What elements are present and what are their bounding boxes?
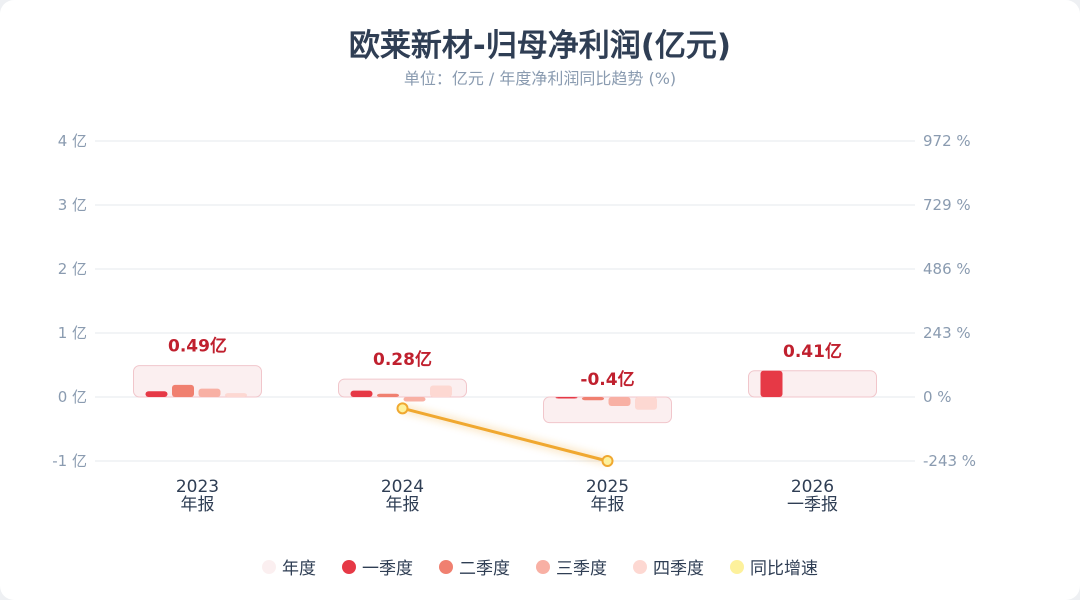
- y-left-tick-label: 3 亿: [58, 196, 87, 214]
- quarter-bar: [635, 397, 657, 410]
- legend-label: 同比增速: [750, 559, 818, 579]
- quarter-bar: [403, 397, 426, 402]
- x-tick-sublabel: 年报: [181, 495, 215, 515]
- legend-label: 一季度: [362, 559, 413, 579]
- quarter-bar: [582, 397, 604, 401]
- x-tick-label: 2026: [791, 477, 834, 497]
- legend-item[interactable]: 四季度: [633, 554, 704, 579]
- annual-bar: [133, 365, 262, 398]
- y-left-tick-label: 1 亿: [58, 324, 87, 342]
- legend-marker: [262, 559, 276, 574]
- legend-label: 年度: [282, 559, 316, 579]
- chart-subtitle: 单位：亿元 / 年度净利润同比趋势 (%): [403, 69, 677, 88]
- legend-label: 二季度: [459, 559, 510, 579]
- quarter-bar: [555, 397, 578, 399]
- annual-value-label: 0.41亿: [783, 341, 842, 362]
- y-right-tick-label: 0 %: [923, 388, 952, 406]
- annual-value-label: -0.4亿: [580, 369, 634, 390]
- x-tick-sublabel: 一季报: [787, 495, 838, 515]
- x-tick-label: 2023: [176, 477, 219, 497]
- legend-marker: [536, 559, 550, 574]
- x-tick-label: 2025: [586, 477, 629, 497]
- legend-label: 四季度: [653, 559, 704, 579]
- legend-marker: [633, 559, 647, 574]
- annual-value-label: 0.49亿: [168, 336, 227, 357]
- yoy-point: [396, 402, 409, 415]
- quarter-bar: [608, 397, 631, 406]
- legend-item[interactable]: 二季度: [439, 554, 510, 579]
- legend-item[interactable]: 同比增速: [730, 554, 818, 579]
- legend-item[interactable]: 一季度: [342, 554, 413, 579]
- x-tick-label: 2024: [381, 477, 424, 497]
- legend-marker: [342, 559, 356, 574]
- y-right-tick-label: 243 %: [923, 324, 971, 342]
- y-left-tick-label: -1 亿: [52, 452, 87, 470]
- quarter-bar: [198, 388, 221, 397]
- quarter-bar: [430, 385, 452, 397]
- quarter-bar: [225, 393, 247, 397]
- x-tick-sublabel: 年报: [386, 495, 420, 515]
- quarter-bar: [145, 391, 168, 397]
- yoy-line: [402, 406, 608, 463]
- y-right-tick-label: 486 %: [923, 260, 971, 278]
- legend-item[interactable]: 三季度: [536, 554, 607, 579]
- chart-title: 欧莱新材-归母净利润(亿元): [348, 28, 732, 64]
- quarter-bar: [172, 384, 194, 397]
- quarter-bar: [350, 390, 373, 397]
- y-left-tick-label: 2 亿: [58, 260, 87, 278]
- y-right-tick-label: 729 %: [923, 196, 971, 214]
- annual-value-label: 0.28亿: [373, 349, 432, 370]
- yoy-point: [601, 455, 614, 467]
- legend-label: 三季度: [556, 559, 607, 579]
- x-tick-sublabel: 年报: [591, 495, 625, 515]
- quarter-bar: [377, 393, 399, 397]
- y-right-tick-label: 972 %: [923, 132, 971, 150]
- quarter-bar: [760, 370, 783, 397]
- legend-marker: [730, 559, 744, 574]
- legend-item[interactable]: 年度: [262, 554, 316, 579]
- chart-legend: 年度 一季度 二季度 三季度 四季度 同比增速: [0, 554, 1080, 579]
- y-left-tick-label: 0 亿: [58, 388, 87, 406]
- y-right-tick-label: -243 %: [923, 452, 976, 470]
- legend-marker: [439, 559, 453, 574]
- y-left-tick-label: 4 亿: [58, 132, 87, 150]
